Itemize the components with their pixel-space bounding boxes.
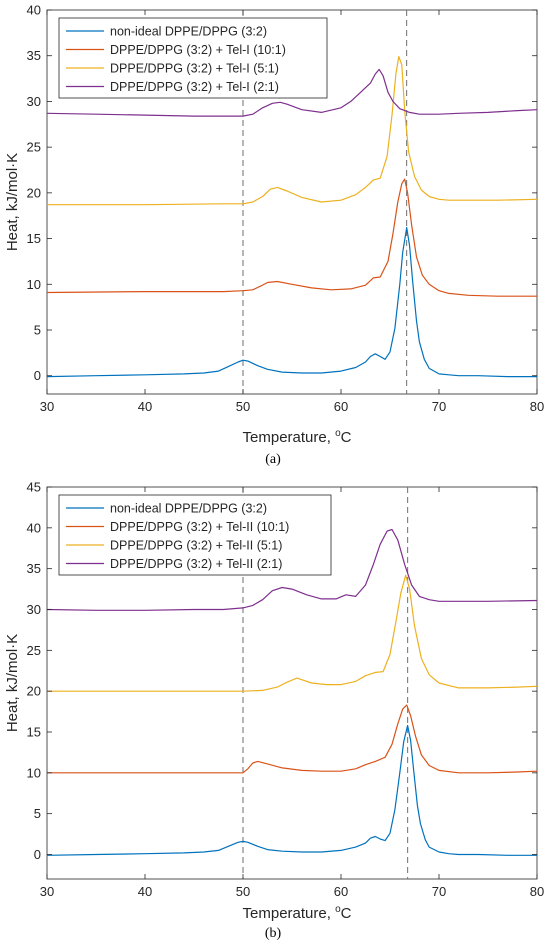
y-tick-label-a: 10 — [27, 277, 41, 292]
y-tick-label-a: 5 — [34, 323, 41, 338]
y-tick-label-b: 0 — [34, 847, 41, 862]
panel-label-a: (a) — [265, 452, 281, 467]
legend-a: non-ideal DPPE/DPPG (3:2) DPPE/DPPG (3:2)… — [58, 17, 328, 99]
y-tick-label-b: 25 — [27, 643, 41, 658]
chart-panel-a: 30 40 50 60 70 80 0 5 10 15 20 25 30 35 40 non-ideal D… — [4, 3, 544, 468]
y-axis-label-b: Heat, kJ/mol·K — [4, 634, 21, 732]
series-line-b-1 — [47, 704, 538, 774]
y-tick-label-b: 30 — [27, 602, 41, 617]
y-tick-label-b: 10 — [27, 765, 41, 780]
legend-label-a-0: non-ideal DPPE/DPPG (3:2) — [110, 24, 267, 38]
y-tick-label-a: 35 — [27, 48, 41, 63]
series-line-a-0 — [46, 227, 537, 378]
series-line-a-2 — [47, 56, 538, 206]
ticks-a: 30 40 50 60 70 80 0 5 10 15 20 25 30 35 40 — [27, 3, 545, 415]
series-line-b-2 — [47, 574, 538, 692]
x-axis-label-b: Temperature, oC — [243, 904, 352, 922]
x-axis-label-a: Temperature, oC — [243, 428, 352, 446]
series-line-b-0 — [46, 724, 537, 856]
x-tick-label-a: 40 — [138, 399, 152, 414]
legend-label-a-3: DPPE/DPPG (3:2) + Tel-I (2:1) — [110, 80, 279, 94]
x-tick-label-a: 50 — [236, 399, 250, 414]
legend-label-b-1: DPPE/DPPG (3:2) + Tel-II (10:1) — [110, 520, 289, 534]
y-tick-label-a: 15 — [27, 231, 41, 246]
chart-panel-b: 30 40 50 60 70 80 0 5 10 15 20 25 30 35 40 45 non-ideal… — [4, 480, 544, 942]
legend-label-b-0: non-ideal DPPE/DPPG (3:2) — [110, 501, 267, 515]
y-tick-label-b: 35 — [27, 561, 41, 576]
x-tick-label-b: 80 — [530, 884, 544, 899]
x-tick-label-a: 30 — [40, 399, 54, 414]
panel-label-b: (b) — [265, 926, 282, 941]
series-group-b — [46, 528, 538, 856]
x-tick-label-a: 60 — [334, 399, 348, 414]
x-tick-label-a: 80 — [530, 399, 544, 414]
x-tick-label-b: 60 — [334, 884, 348, 899]
series-line-b-3 — [46, 528, 538, 611]
y-tick-label-b: 45 — [27, 480, 41, 495]
y-tick-label-a: 0 — [34, 368, 41, 383]
x-tick-label-b: 70 — [432, 884, 446, 899]
y-tick-label-a: 30 — [27, 94, 41, 109]
y-axis-label-a: Heat, kJ/mol·K — [4, 153, 21, 251]
y-tick-label-b: 5 — [34, 806, 41, 821]
x-tick-label-b: 30 — [40, 884, 54, 899]
legend-label-b-3: DPPE/DPPG (3:2) + Tel-II (2:1) — [110, 557, 282, 571]
x-tick-label-a: 70 — [432, 399, 446, 414]
ticks-b: 30 40 50 60 70 80 0 5 10 15 20 25 30 35 40 45 — [27, 480, 545, 900]
legend-label-b-2: DPPE/DPPG (3:2) + Tel-II (5:1) — [110, 538, 282, 552]
legend-label-a-2: DPPE/DPPG (3:2) + Tel-I (5:1) — [110, 61, 279, 75]
y-tick-label-a: 20 — [27, 185, 41, 200]
y-tick-label-a: 25 — [27, 140, 41, 155]
legend-b: non-ideal DPPE/DPPG (3:2) DPPE/DPPG (3:2)… — [58, 494, 332, 576]
legend-label-a-1: DPPE/DPPG (3:2) + Tel-I (10:1) — [110, 43, 286, 57]
y-tick-label-b: 40 — [27, 520, 41, 535]
series-line-a-1 — [46, 178, 537, 297]
y-tick-label-a: 40 — [27, 3, 41, 18]
series-group-a — [46, 56, 538, 378]
legend-box-b — [58, 494, 332, 576]
x-tick-label-b: 50 — [236, 884, 250, 899]
series-line-a-3 — [46, 68, 538, 117]
y-tick-label-b: 20 — [27, 684, 41, 699]
y-tick-label-b: 15 — [27, 725, 41, 740]
x-tick-label-b: 40 — [138, 884, 152, 899]
